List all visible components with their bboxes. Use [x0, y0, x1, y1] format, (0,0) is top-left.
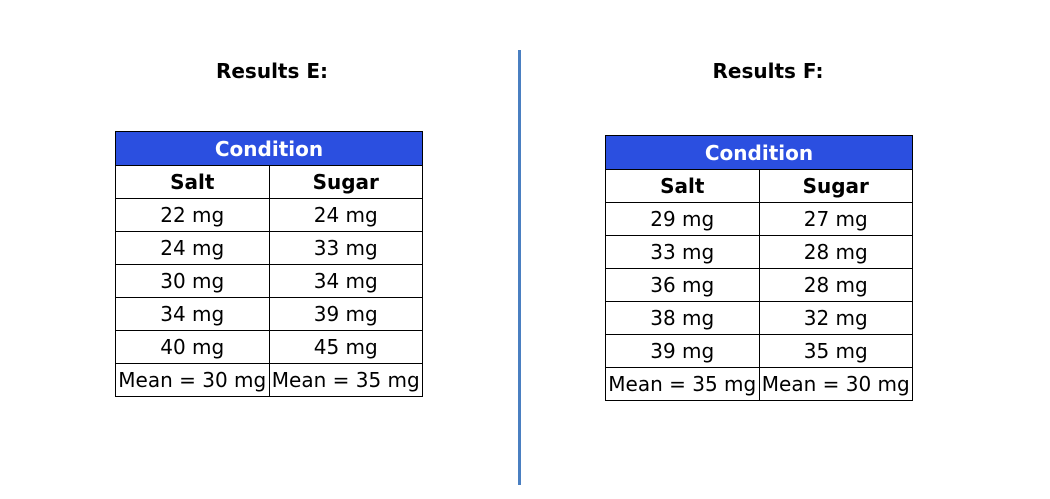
results-e-title: Results E:	[215, 59, 329, 83]
table-row: 34 mg 39 mg	[115, 297, 423, 331]
salt-cell: 29 mg	[605, 202, 760, 236]
vertical-divider	[518, 50, 521, 485]
sugar-cell: 35 mg	[758, 334, 913, 368]
table-row: 22 mg 24 mg	[115, 198, 423, 232]
table-row: 29 mg 27 mg	[605, 202, 913, 236]
sugar-cell: 28 mg	[758, 235, 913, 269]
mean-row: Mean = 30 mg Mean = 35 mg	[115, 363, 423, 397]
sugar-column-header: Sugar	[268, 165, 423, 199]
salt-cell: 36 mg	[605, 268, 760, 302]
salt-cell: 24 mg	[115, 231, 270, 265]
salt-cell: 39 mg	[605, 334, 760, 368]
table-row: 36 mg 28 mg	[605, 268, 913, 302]
salt-cell: 38 mg	[605, 301, 760, 335]
salt-column-header: Salt	[115, 165, 270, 199]
sugar-mean-cell: Mean = 30 mg	[758, 367, 913, 401]
table-row: 39 mg 35 mg	[605, 334, 913, 368]
results-f-title: Results F:	[712, 59, 824, 83]
sugar-cell: 39 mg	[268, 297, 423, 331]
salt-cell: 40 mg	[115, 330, 270, 364]
sugar-cell: 45 mg	[268, 330, 423, 364]
salt-mean-cell: Mean = 35 mg	[605, 367, 760, 401]
sugar-cell: 34 mg	[268, 264, 423, 298]
sugar-column-header: Sugar	[758, 169, 913, 203]
table-row: 38 mg 32 mg	[605, 301, 913, 335]
sugar-cell: 27 mg	[758, 202, 913, 236]
salt-cell: 22 mg	[115, 198, 270, 232]
results-e-table: Condition Salt Sugar 22 mg 24 mg 24 mg 3…	[115, 131, 423, 397]
sugar-mean-cell: Mean = 35 mg	[268, 363, 423, 397]
sugar-cell: 32 mg	[758, 301, 913, 335]
sugar-cell: 28 mg	[758, 268, 913, 302]
condition-header: Condition	[115, 131, 423, 166]
table-row: 40 mg 45 mg	[115, 330, 423, 364]
table-row: 24 mg 33 mg	[115, 231, 423, 265]
results-f-table: Condition Salt Sugar 29 mg 27 mg 33 mg 2…	[605, 135, 913, 401]
mean-row: Mean = 35 mg Mean = 30 mg	[605, 367, 913, 401]
sugar-cell: 33 mg	[268, 231, 423, 265]
table-row: 30 mg 34 mg	[115, 264, 423, 298]
salt-column-header: Salt	[605, 169, 760, 203]
condition-header: Condition	[605, 135, 913, 170]
salt-mean-cell: Mean = 30 mg	[115, 363, 270, 397]
salt-cell: 34 mg	[115, 297, 270, 331]
sugar-cell: 24 mg	[268, 198, 423, 232]
salt-cell: 30 mg	[115, 264, 270, 298]
table-row: 33 mg 28 mg	[605, 235, 913, 269]
salt-cell: 33 mg	[605, 235, 760, 269]
